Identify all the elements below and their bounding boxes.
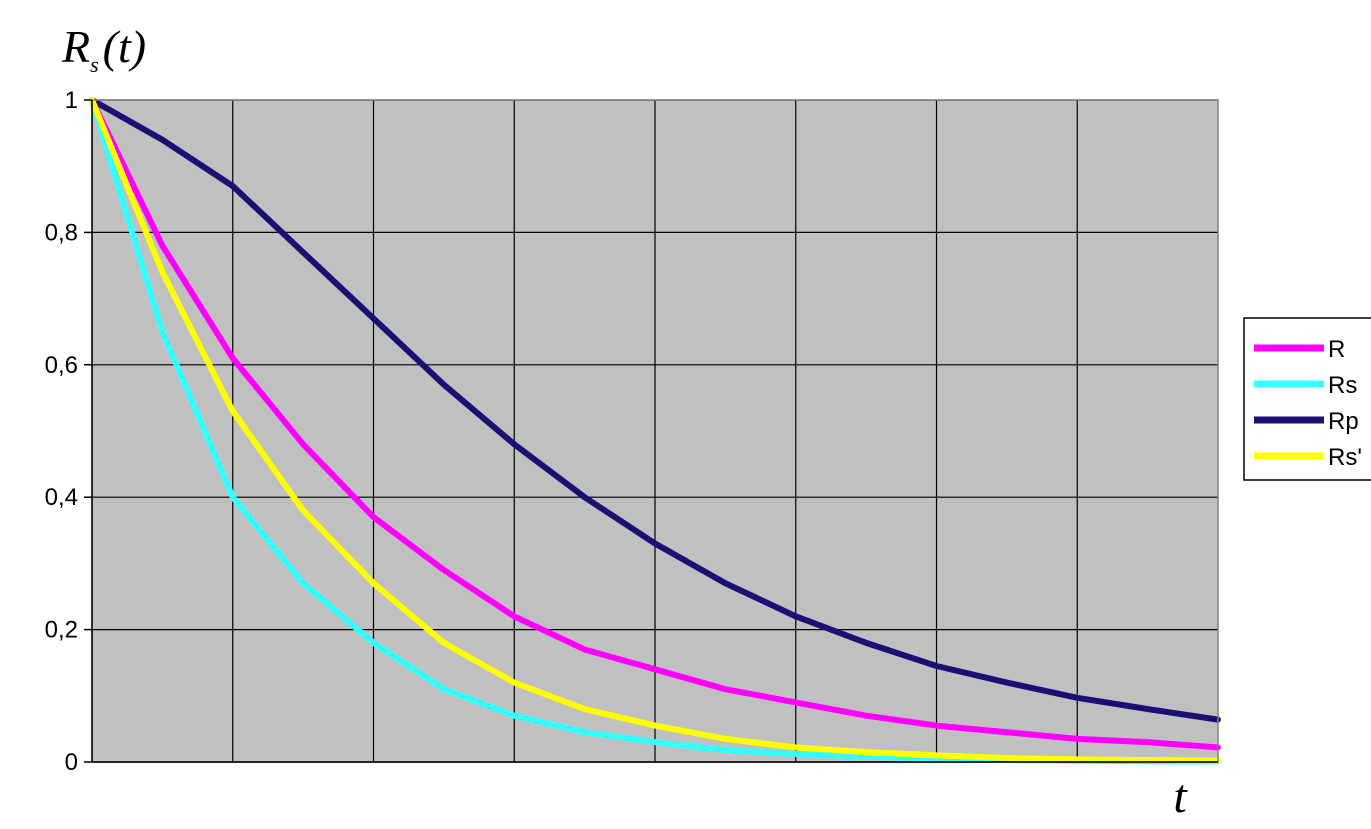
y-axis-title-arg: (t) [103, 21, 146, 72]
series-line-rp [89, 97, 1221, 723]
gridlines [92, 99, 1218, 763]
series-line-r [89, 97, 1221, 751]
legend: R Rs Rp Rs' [1243, 317, 1371, 481]
y-tick-label: 1 [65, 87, 78, 114]
legend-label: Rs' [1328, 444, 1362, 471]
legend-label: Rs [1328, 372, 1357, 399]
y-tick-label: 0,8 [45, 219, 78, 246]
y-axis-title-sub: s [90, 52, 99, 77]
legend-label: Rp [1328, 408, 1359, 435]
y-tick-label: 0 [65, 749, 78, 776]
y-axis-title: Rs(t) [61, 21, 146, 77]
y-axis: 0 0,2 0,4 0,6 0,8 1 [45, 87, 1218, 776]
y-axis-title-main: R [61, 21, 90, 72]
x-axis-title: t [1173, 770, 1188, 823]
y-tick-label: 0,2 [45, 617, 78, 644]
y-tick-label: 0,6 [45, 352, 78, 379]
y-tick-label: 0,4 [45, 484, 78, 511]
legend-label: R [1328, 336, 1345, 363]
series-line-rs-prime [89, 97, 1221, 764]
series-lines [89, 97, 1221, 765]
